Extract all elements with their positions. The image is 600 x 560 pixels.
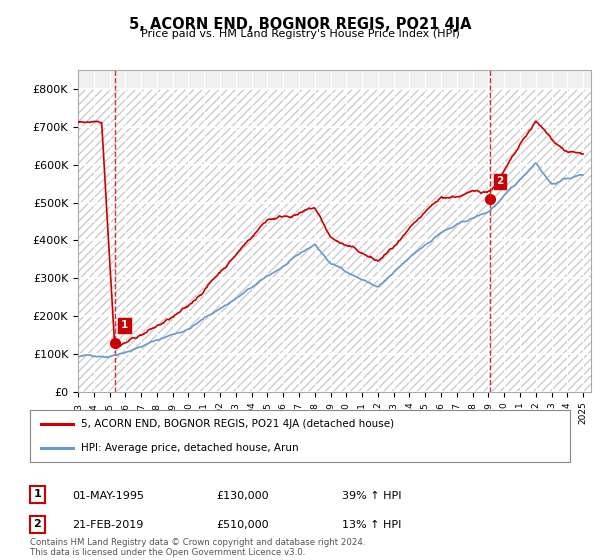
Text: Price paid vs. HM Land Registry's House Price Index (HPI): Price paid vs. HM Land Registry's House …	[140, 29, 460, 39]
Text: 2: 2	[34, 519, 41, 529]
Text: 21-FEB-2019: 21-FEB-2019	[72, 520, 143, 530]
Text: 5, ACORN END, BOGNOR REGIS, PO21 4JA: 5, ACORN END, BOGNOR REGIS, PO21 4JA	[129, 17, 471, 32]
Text: 5, ACORN END, BOGNOR REGIS, PO21 4JA (detached house): 5, ACORN END, BOGNOR REGIS, PO21 4JA (de…	[82, 419, 394, 430]
Text: 39% ↑ HPI: 39% ↑ HPI	[342, 491, 401, 501]
Text: 01-MAY-1995: 01-MAY-1995	[72, 491, 144, 501]
Text: Contains HM Land Registry data © Crown copyright and database right 2024.
This d: Contains HM Land Registry data © Crown c…	[30, 538, 365, 557]
Text: 1: 1	[121, 320, 128, 330]
Text: £510,000: £510,000	[216, 520, 269, 530]
Text: 2: 2	[497, 176, 504, 186]
Text: 1: 1	[34, 489, 41, 500]
Text: HPI: Average price, detached house, Arun: HPI: Average price, detached house, Arun	[82, 443, 299, 453]
Text: 13% ↑ HPI: 13% ↑ HPI	[342, 520, 401, 530]
Text: £130,000: £130,000	[216, 491, 269, 501]
